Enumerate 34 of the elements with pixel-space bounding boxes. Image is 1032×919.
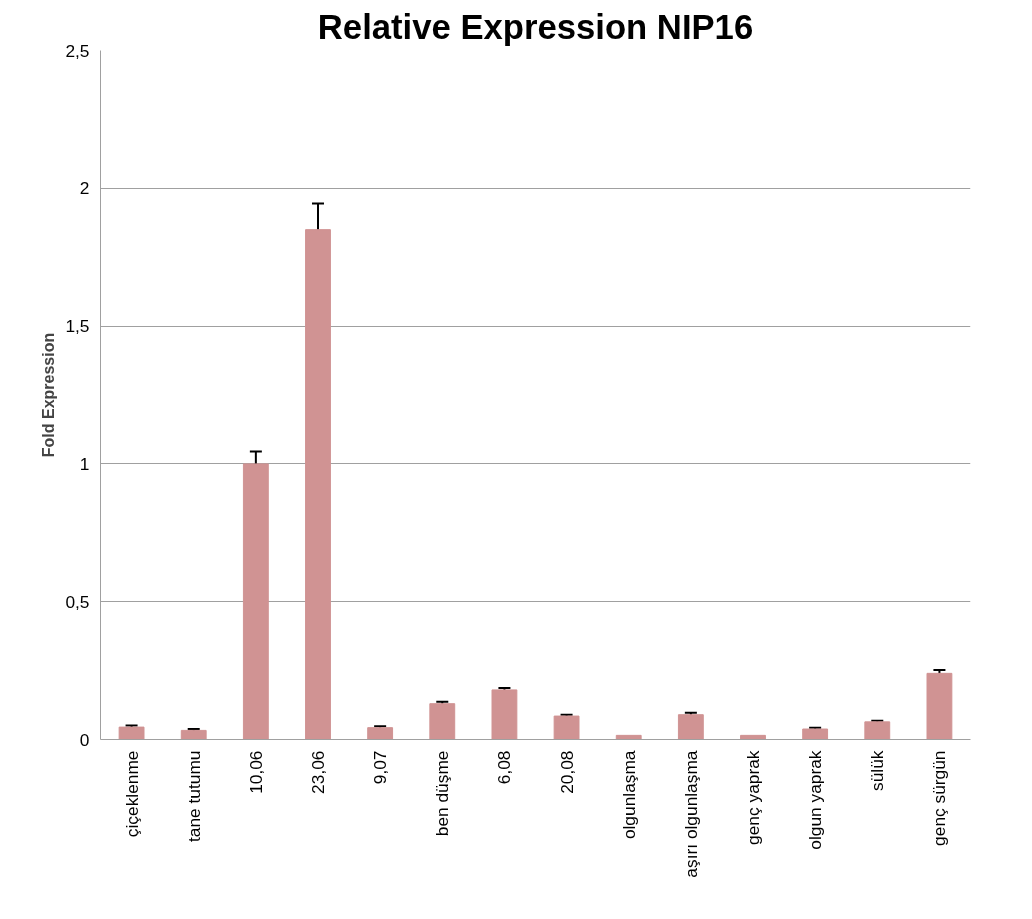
x-tick-label: 6,08 (494, 750, 515, 785)
x-tick-label: sülük (867, 750, 888, 791)
y-tick-label: 0,5 (65, 591, 90, 612)
bar (491, 689, 518, 740)
bar (677, 714, 704, 740)
x-tick-label: tane tutumu (183, 750, 204, 843)
bar (118, 726, 145, 740)
y-tick-label: 1,5 (65, 316, 90, 337)
y-axis-title: Fold Expression (40, 332, 58, 458)
chart-title: Relative Expression NIP16 (317, 7, 754, 46)
bar (429, 703, 456, 740)
x-tick-label: 10,06 (245, 750, 266, 794)
bar (802, 728, 829, 740)
x-tick-label: ben düşme (432, 750, 453, 837)
x-tick-label: olgunlaşma (618, 750, 639, 840)
y-tick-label: 2 (79, 178, 90, 199)
bar (367, 727, 394, 740)
x-tick-label: olgun yaprak (805, 750, 826, 850)
bar (553, 715, 580, 740)
y-tick-label: 0 (79, 729, 90, 750)
x-tick-label: 20,08 (556, 750, 577, 794)
y-tick-label: 1 (79, 453, 90, 474)
y-tick-label: 2,5 (65, 40, 90, 61)
x-tick-label: 23,06 (308, 750, 328, 794)
x-tick-label: genç sürgün (929, 750, 950, 846)
x-tick-label: çiçeklenme (121, 750, 142, 838)
bar (242, 463, 269, 740)
bar (864, 721, 891, 740)
x-tick-label: aşırı olgunlaşma (680, 750, 701, 878)
x-tick-label: genç yaprak (743, 750, 763, 845)
x-tick-label: 9,07 (370, 750, 391, 785)
bar (305, 229, 331, 740)
bar (180, 729, 207, 740)
bar (926, 672, 953, 740)
